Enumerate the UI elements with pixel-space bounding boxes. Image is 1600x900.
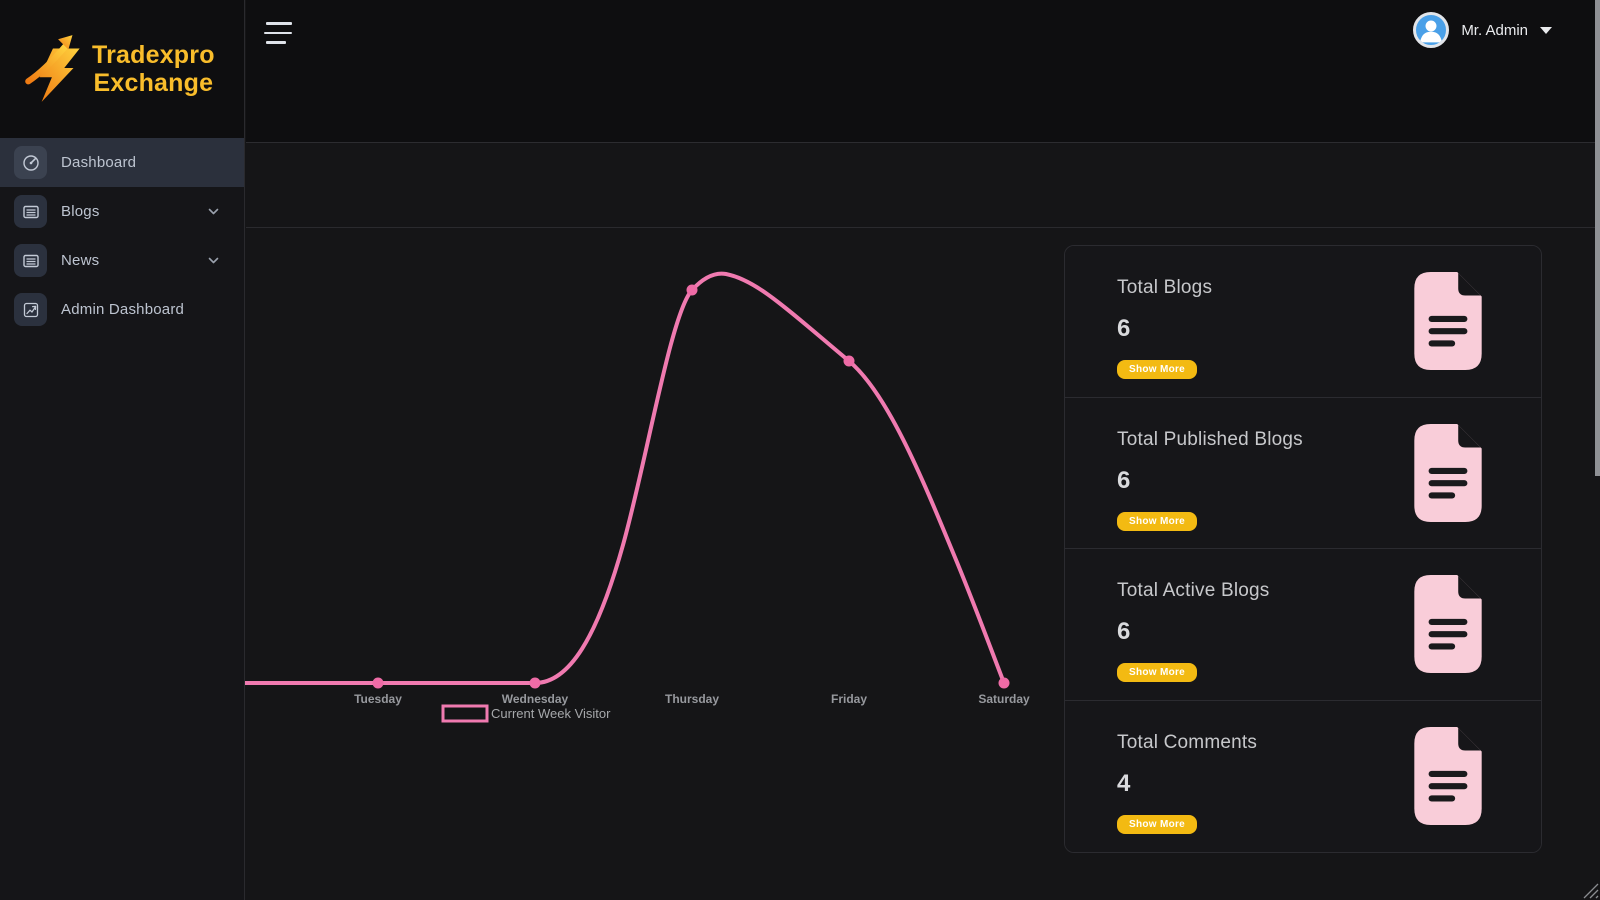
x-axis-label: Thursday xyxy=(665,692,719,706)
page-header xyxy=(246,144,1600,228)
sidebar-nav: Dashboard Blogs News xyxy=(0,138,244,334)
menu-toggle-button[interactable] xyxy=(264,22,292,44)
user-menu[interactable]: Mr. Admin xyxy=(1413,12,1552,48)
stat-card-title: Total Blogs xyxy=(1117,277,1213,298)
chart-point xyxy=(998,677,1010,689)
chevron-down-icon xyxy=(208,257,219,264)
file-document-icon xyxy=(1414,423,1482,522)
legend-label: Current Week Visitor xyxy=(491,706,611,721)
stats-cards: Total Blogs 6 Show More Total Published … xyxy=(1064,245,1542,853)
resize-grip-icon[interactable] xyxy=(1581,881,1599,899)
sidebar-item-label: News xyxy=(61,252,100,269)
article-icon xyxy=(14,195,47,228)
x-axis-label: Wednesday xyxy=(502,692,569,706)
topbar: Mr. Admin xyxy=(246,0,1600,143)
sidebar-item-admin-dashboard[interactable]: Admin Dashboard xyxy=(0,285,244,334)
x-axis-label: Friday xyxy=(831,692,867,706)
stat-card-total-comments: Total Comments 4 Show More xyxy=(1065,700,1541,852)
chart-point xyxy=(686,284,698,296)
trend-chart-icon xyxy=(14,293,47,326)
chart-point xyxy=(529,677,541,689)
show-more-button[interactable]: Show More xyxy=(1117,360,1198,379)
show-more-button[interactable]: Show More xyxy=(1117,814,1198,834)
brand-name: Tradexpro Exchange xyxy=(92,41,215,97)
sidebar-item-label: Blogs xyxy=(61,203,100,220)
scrollbar-thumb[interactable] xyxy=(1595,0,1600,476)
legend-marker xyxy=(441,704,489,723)
file-document-icon xyxy=(1414,575,1482,673)
x-axis-label: Saturday xyxy=(978,692,1030,706)
stat-card-total-blogs: Total Blogs 6 Show More xyxy=(1065,246,1541,398)
brand-logo[interactable]: Tradexpro Exchange xyxy=(0,0,244,138)
gauge-icon xyxy=(14,146,47,179)
sidebar-item-blogs[interactable]: Blogs xyxy=(0,187,244,236)
brand-logo-icon xyxy=(25,35,80,102)
show-more-button[interactable]: Show More xyxy=(1117,511,1198,531)
stat-card-value: 6 xyxy=(1117,618,1131,645)
sidebar-item-label: Admin Dashboard xyxy=(61,301,185,318)
stat-card-total-published-blogs: Total Published Blogs 6 Show More xyxy=(1065,397,1541,549)
legend-item[interactable]: Current Week Visitor xyxy=(441,704,611,723)
sidebar-item-label: Dashboard xyxy=(61,154,137,171)
stat-card-title: Total Comments xyxy=(1117,731,1258,753)
user-name: Mr. Admin xyxy=(1461,21,1528,39)
sidebar: Tradexpro Exchange Dashboard Blogs xyxy=(0,0,245,900)
file-document-icon xyxy=(1414,726,1482,825)
chevron-down-icon xyxy=(208,208,219,215)
stat-card-value: 6 xyxy=(1117,466,1131,494)
article-icon xyxy=(14,244,47,277)
hamburger-icon xyxy=(266,22,292,25)
visitors-line-chart: Tuesday Wednesday Thursday Friday Saturd… xyxy=(229,240,1035,740)
stat-card-value: 6 xyxy=(1117,315,1131,342)
stat-card-value: 4 xyxy=(1117,769,1131,797)
stat-card-title: Total Published Blogs xyxy=(1117,428,1303,450)
sidebar-item-news[interactable]: News xyxy=(0,236,244,285)
sidebar-item-dashboard[interactable]: Dashboard xyxy=(0,138,244,187)
stat-card-title: Total Active Blogs xyxy=(1117,580,1270,601)
chart-line xyxy=(229,271,1006,685)
user-avatar-icon xyxy=(1413,12,1450,48)
x-axis-label: Tuesday xyxy=(354,692,402,706)
chart-point xyxy=(372,677,384,689)
chart-point xyxy=(843,355,855,367)
file-document-icon xyxy=(1414,272,1482,370)
stat-card-total-active-blogs: Total Active Blogs 6 Show More xyxy=(1065,549,1541,701)
show-more-button[interactable]: Show More xyxy=(1117,663,1198,682)
chevron-down-icon xyxy=(1540,26,1552,34)
